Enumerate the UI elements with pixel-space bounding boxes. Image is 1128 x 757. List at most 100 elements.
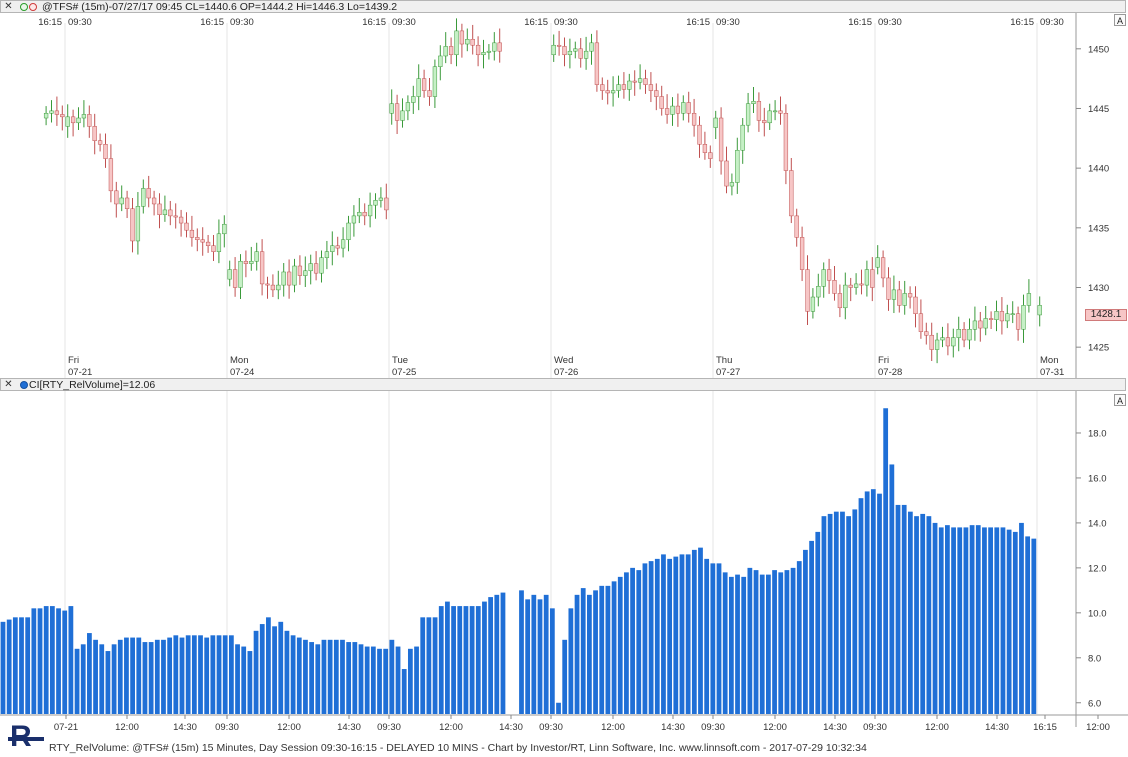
candle-down <box>200 239 205 243</box>
close-icon[interactable]: ✕ <box>4 379 13 390</box>
candle-up <box>1010 313 1015 315</box>
candle-up <box>853 283 859 288</box>
volume-bar <box>858 498 864 714</box>
candle-up <box>400 110 405 121</box>
volume-header-text: CI[RTY_RelVolume]=12.06 <box>29 379 156 391</box>
volume-bar <box>951 527 956 714</box>
candle-down <box>605 90 610 94</box>
candle-up <box>713 117 718 128</box>
volume-bar <box>161 639 166 714</box>
volume-bar <box>457 606 463 714</box>
candle-up <box>319 257 324 274</box>
volume-bar <box>1006 529 1012 714</box>
volume-bar <box>99 644 105 714</box>
time-label: 16:15 <box>1010 17 1034 28</box>
time-tick-label: 16:15 <box>1033 722 1057 733</box>
volume-bar <box>432 617 438 714</box>
volume-bar <box>49 606 55 714</box>
candle-down <box>794 215 799 238</box>
candle-down <box>211 245 216 252</box>
volume-bar <box>482 601 487 714</box>
candle-up <box>238 260 243 288</box>
volume-bar <box>62 610 68 714</box>
volume-bar <box>537 599 543 714</box>
candle-up <box>983 318 988 329</box>
green-circle-icon[interactable] <box>20 3 28 11</box>
volume-bar <box>358 644 364 714</box>
volume-bar <box>469 606 475 714</box>
candle-up <box>367 204 373 217</box>
candle-down <box>718 117 724 162</box>
candle-down <box>108 158 114 192</box>
volume-bar <box>204 637 210 714</box>
price-autoscale-button[interactable]: A <box>1114 14 1126 26</box>
candle-up <box>767 110 772 124</box>
candle-up <box>681 102 686 114</box>
candle-down <box>848 284 853 288</box>
candle-up <box>956 329 961 338</box>
volume-bar <box>284 630 290 714</box>
volume-bar <box>531 594 537 714</box>
candle-down <box>54 110 60 115</box>
candle-up <box>389 103 394 114</box>
day-label: Thu <box>716 355 732 366</box>
volume-bar <box>938 527 944 714</box>
volume-bar <box>377 648 382 714</box>
candle-up <box>340 239 346 249</box>
price-tick-label: 1440 <box>1088 164 1109 175</box>
volume-bar <box>716 563 722 714</box>
candle-down <box>929 334 934 350</box>
volume-bar <box>772 570 777 714</box>
red-circle-icon[interactable] <box>29 3 37 11</box>
close-icon[interactable]: ✕ <box>4 1 13 12</box>
candle-up <box>162 209 168 215</box>
date-label: 07-25 <box>392 367 416 378</box>
volume-bar <box>574 594 580 714</box>
candle-down <box>130 208 135 242</box>
time-tick-label: 12:00 <box>115 722 139 733</box>
volume-bar <box>963 527 969 714</box>
candle-up <box>405 102 411 112</box>
price-pane[interactable]: ✕ @TFS# (15m)-07/27/17 09:45 CL=1440.6 O… <box>0 0 1128 378</box>
volume-bar <box>105 651 111 714</box>
day-label: Tue <box>392 355 408 366</box>
volume-bar <box>945 525 950 714</box>
volume-bar <box>624 572 629 714</box>
candle-down <box>497 42 502 52</box>
price-tick-label: 1445 <box>1088 104 1109 115</box>
volume-tick-label: 10.0 <box>1088 608 1107 619</box>
candle-up <box>43 112 49 119</box>
candle-up <box>292 265 297 286</box>
volume-bar <box>673 556 679 714</box>
volume-bar <box>25 617 31 714</box>
candle-up <box>637 78 643 83</box>
volume-pane[interactable]: ✕ CI[RTY_RelVolume]=12.06 6.0 8.0 10.0 12.0… <box>0 378 1128 727</box>
candle-up <box>119 197 124 205</box>
time-tick-label: 09:30 <box>539 722 563 733</box>
candle-up <box>864 269 870 286</box>
volume-bar <box>278 621 284 714</box>
volume-bar <box>321 639 327 714</box>
volume-bar <box>266 617 271 714</box>
volume-bar <box>698 547 703 714</box>
volume-bar <box>309 642 315 714</box>
candle-up <box>254 251 259 262</box>
time-tick-label: 14:30 <box>661 722 685 733</box>
volume-bar <box>790 567 796 714</box>
candle-down <box>562 46 567 56</box>
volume-chart[interactable]: 6.0 8.0 10.0 12.0 14.0 16.0 18.0 <box>0 391 1128 727</box>
candle-down <box>151 197 157 205</box>
candle-down <box>880 257 886 279</box>
volume-bar <box>1031 538 1037 714</box>
candle-up <box>967 329 972 341</box>
blue-circle-icon[interactable] <box>20 381 28 389</box>
date-label: 07-31 <box>1040 367 1064 378</box>
volume-bar <box>420 617 426 714</box>
candle-up <box>940 337 945 341</box>
candle-up <box>772 110 778 113</box>
volume-bar <box>907 511 913 714</box>
price-chart[interactable]: 1425 1430 1435 1440 1445 1450 16:15 09:30 16:15 0… <box>0 13 1128 378</box>
volume-bar <box>500 592 506 714</box>
candle-down <box>648 84 654 91</box>
volume-autoscale-button[interactable]: A <box>1114 394 1126 406</box>
